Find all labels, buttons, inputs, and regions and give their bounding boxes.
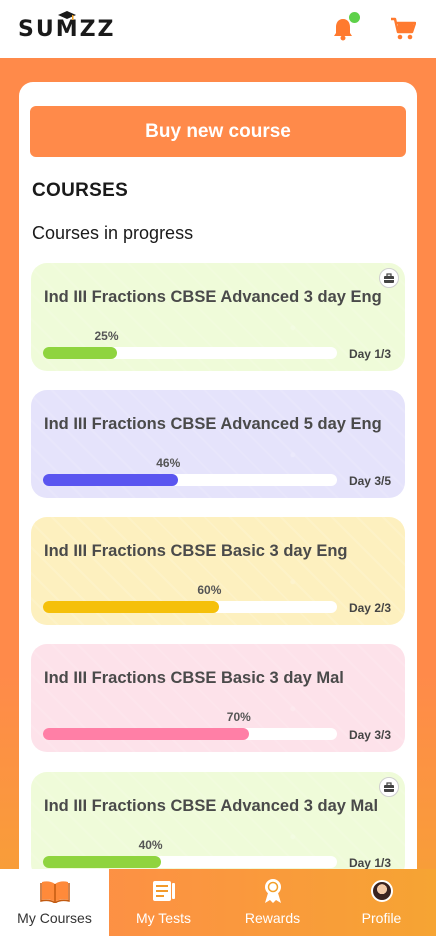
progress-track: [43, 474, 337, 486]
medal-icon: [262, 876, 284, 906]
nav-rewards[interactable]: Rewards: [218, 869, 327, 936]
nav-profile[interactable]: Profile: [327, 869, 436, 936]
progress-track: [43, 601, 337, 613]
progress-fill: [43, 474, 179, 486]
progress-percent: 25%: [94, 329, 119, 343]
day-counter: Day 1/3: [348, 347, 391, 361]
section-subtitle: Courses in progress: [32, 223, 194, 243]
progress-fill: [43, 856, 161, 868]
progress-percent: 70%: [226, 710, 251, 724]
day-counter: Day 3/5: [348, 474, 391, 488]
notifications-button[interactable]: [330, 12, 360, 42]
grad-cap-icon: [58, 10, 76, 20]
app-logo-text: SUMZZ: [18, 16, 116, 42]
cart-icon: [391, 17, 416, 40]
bottom-nav: My Courses My Tests Rewards Profile: [0, 869, 436, 936]
day-counter: Day 3/3: [348, 728, 391, 742]
nav-label: Profile: [361, 910, 402, 926]
course-title: Ind III Fractions CBSE Advanced 5 day En…: [44, 415, 382, 433]
progress-fill: [43, 347, 117, 359]
day-counter: Day 1/3: [348, 856, 391, 870]
notification-dot: [349, 12, 360, 23]
app-logo: SUMZZ: [18, 10, 116, 42]
open-book-icon: [39, 876, 70, 906]
nav-label: Rewards: [244, 910, 301, 926]
course-card[interactable]: Ind III Fractions CBSE Basic 3 day Eng 6…: [31, 517, 405, 625]
avatar: [370, 880, 393, 902]
course-card[interactable]: Ind III Fractions CBSE Advanced 5 day En…: [31, 390, 405, 498]
course-title: Ind III Fractions CBSE Basic 3 day Eng: [44, 542, 348, 560]
courses-panel: Buy new course COURSES Courses in progre…: [19, 82, 417, 912]
progress-fill: [43, 601, 220, 613]
course-card[interactable]: Ind III Fractions CBSE Basic 3 day Mal 7…: [31, 644, 405, 752]
course-title: Ind III Fractions CBSE Advanced 3 day En…: [44, 288, 382, 306]
day-counter: Day 2/3: [348, 601, 391, 615]
bell-icon: [334, 19, 352, 41]
buy-new-course-button[interactable]: Buy new course: [30, 106, 406, 157]
progress-percent: 60%: [197, 583, 222, 597]
progress-track: [43, 728, 337, 740]
progress-percent: 40%: [138, 838, 163, 852]
app-bar: SUMZZ: [0, 0, 436, 58]
course-card[interactable]: Ind III Fractions CBSE Advanced 3 day Ma…: [31, 772, 405, 880]
section-title: COURSES: [32, 180, 129, 201]
course-card[interactable]: Ind III Fractions CBSE Advanced 3 day En…: [31, 263, 405, 371]
nav-my-courses[interactable]: My Courses: [0, 869, 109, 936]
nav-label: My Tests: [136, 910, 191, 926]
nav-my-tests[interactable]: My Tests: [109, 869, 218, 936]
course-title: Ind III Fractions CBSE Basic 3 day Mal: [44, 669, 344, 687]
progress-track: [43, 347, 337, 359]
progress-percent: 46%: [156, 456, 181, 470]
content-background: Buy new course COURSES Courses in progre…: [0, 58, 436, 936]
nav-label: My Courses: [17, 910, 92, 926]
kit-icon: [379, 777, 399, 797]
kit-icon: [379, 268, 399, 288]
cart-button[interactable]: [390, 16, 416, 42]
test-sheet-icon: [151, 876, 177, 906]
progress-track: [43, 856, 337, 868]
course-title: Ind III Fractions CBSE Advanced 3 day Ma…: [44, 797, 379, 815]
progress-fill: [43, 728, 249, 740]
